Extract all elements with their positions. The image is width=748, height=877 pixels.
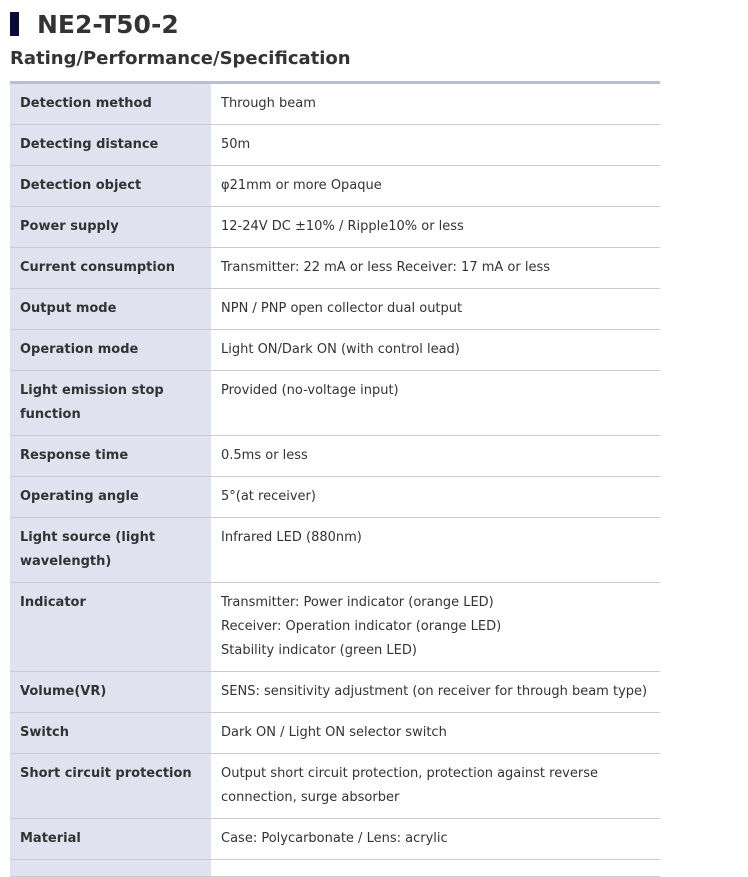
spec-row: Material Case: Polycarbonate / Lens: acry… <box>10 818 660 860</box>
spec-value: 5°(at receiver) <box>211 476 660 518</box>
spec-row: Output mode NPN / PNP open collector dual… <box>10 288 660 330</box>
spec-label: Light emission stop function <box>10 370 211 436</box>
spec-row: Volume(VR) SENS: sensitivity adjustment (… <box>10 671 660 713</box>
spec-value: NPN / PNP open collector dual output <box>211 288 660 330</box>
spec-label: Operating angle <box>10 476 211 518</box>
spec-row: Detecting distance 50m <box>10 124 660 166</box>
spec-row: Light source (light wavelength) Infrared … <box>10 517 660 583</box>
spec-label: Detection method <box>10 82 211 125</box>
spec-row <box>10 859 660 877</box>
spec-row: Short circuit protection Output short cir… <box>10 753 660 819</box>
spec-value: SENS: sensitivity adjustment (on receive… <box>211 671 660 713</box>
spec-row: Light emission stop function Provided (no… <box>10 370 660 436</box>
spec-label: Output mode <box>10 288 211 330</box>
spec-value: Output short circuit protection, protect… <box>211 753 660 819</box>
spec-row: Operating angle 5°(at receiver) <box>10 476 660 518</box>
spec-row: Detection object φ21mm or more Opaque <box>10 165 660 207</box>
spec-value: Transmitter: Power indicator (orange LED… <box>211 582 660 672</box>
spec-value: Light ON/Dark ON (with control lead) <box>211 329 660 371</box>
spec-row: Operation mode Light ON/Dark ON (with con… <box>10 329 660 371</box>
product-title: NE2-T50-2 <box>10 8 179 40</box>
spec-value: Infrared LED (880nm) <box>211 517 660 583</box>
spec-value: Provided (no-voltage input) <box>211 370 660 436</box>
spec-label: Volume(VR) <box>10 671 211 713</box>
spec-label: Power supply <box>10 206 211 248</box>
spec-row: Detection method Through beam <box>10 82 660 125</box>
spec-label: Detection object <box>10 165 211 207</box>
spec-row: Power supply 12-24V DC ±10% / Ripple10% o… <box>10 206 660 248</box>
spec-table: Detection method Through beam Detecting di… <box>10 81 660 877</box>
spec-value: Dark ON / Light ON selector switch <box>211 712 660 754</box>
spec-label: Operation mode <box>10 329 211 371</box>
page-title: NE2-T50-2 <box>37 9 179 39</box>
spec-value: Through beam <box>211 82 660 125</box>
spec-value: φ21mm or more Opaque <box>211 165 660 207</box>
spec-value: Transmitter: 22 mA or less Receiver: 17 … <box>211 247 660 289</box>
spec-label <box>10 859 211 877</box>
spec-row: Indicator Transmitter: Power indicator (o… <box>10 582 660 672</box>
spec-label: Light source (light wavelength) <box>10 517 211 583</box>
spec-value: 0.5ms or less <box>211 435 660 477</box>
spec-label: Switch <box>10 712 211 754</box>
spec-label: Detecting distance <box>10 124 211 166</box>
spec-value: 12-24V DC ±10% / Ripple10% or less <box>211 206 660 248</box>
spec-row: Current consumption Transmitter: 22 mA or… <box>10 247 660 289</box>
title-marker <box>10 12 19 36</box>
spec-row: Switch Dark ON / Light ON selector switch <box>10 712 660 754</box>
spec-label: Indicator <box>10 582 211 672</box>
spec-label: Short circuit protection <box>10 753 211 819</box>
spec-label: Material <box>10 818 211 860</box>
spec-value: Case: Polycarbonate / Lens: acrylic <box>211 818 660 860</box>
spec-row: Response time 0.5ms or less <box>10 435 660 477</box>
section-heading: Rating/Performance/Specification <box>10 48 351 69</box>
spec-label: Current consumption <box>10 247 211 289</box>
spec-value <box>211 859 660 877</box>
spec-label: Response time <box>10 435 211 477</box>
spec-value: 50m <box>211 124 660 166</box>
